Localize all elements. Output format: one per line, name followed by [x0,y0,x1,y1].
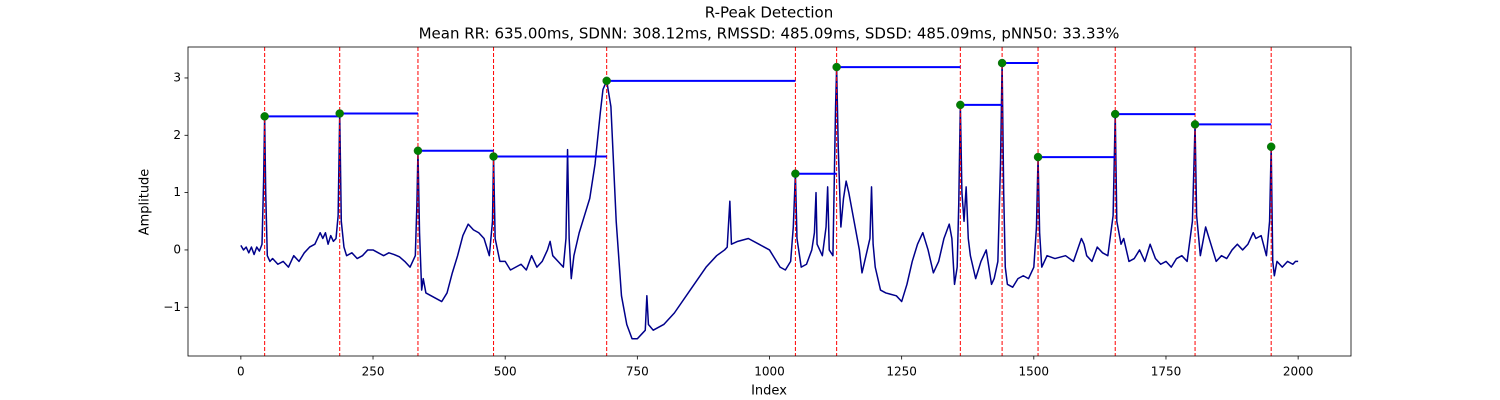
x-axis-label: Index [751,384,787,399]
chart-title: R-Peak Detection [705,4,833,22]
x-tick-label: 1500 [1019,365,1050,379]
y-tick-label: 1 [173,185,181,199]
y-tick-label: 0 [173,242,181,256]
x-tick-label: 250 [362,365,385,379]
x-tick-label: 750 [626,365,649,379]
x-tick-label: 2000 [1283,365,1314,379]
peak-point [1266,142,1276,152]
y-axis-label: Amplitude [138,169,153,236]
x-tick-label: 1250 [886,365,917,379]
chart-subtitle: Mean RR: 635.00ms, SDNN: 308.12ms, RMSSD… [419,25,1120,43]
peak-point [1190,120,1200,129]
x-tick-label: 1000 [754,365,785,379]
peak-point [413,146,423,156]
y-tick-label: 2 [173,128,181,142]
axes-frame [187,46,1352,357]
x-tick-label: 500 [494,365,517,379]
peak-point [956,100,965,110]
peak-point [489,152,498,161]
y-tick-label: 3 [173,70,181,84]
peak-point [335,109,344,118]
peak-point [791,169,800,178]
signal-line [240,62,1299,340]
x-tick-label: 0 [237,365,245,379]
plot-area [240,47,1299,356]
peak-point [832,62,841,72]
peak-point [997,58,1007,68]
y-tick-label: −1 [163,300,181,314]
x-tick-label: 1750 [1151,365,1182,379]
peak-point [602,76,611,86]
peak-point [1033,152,1043,162]
peak-point [1110,109,1120,119]
peak-point [260,112,269,121]
